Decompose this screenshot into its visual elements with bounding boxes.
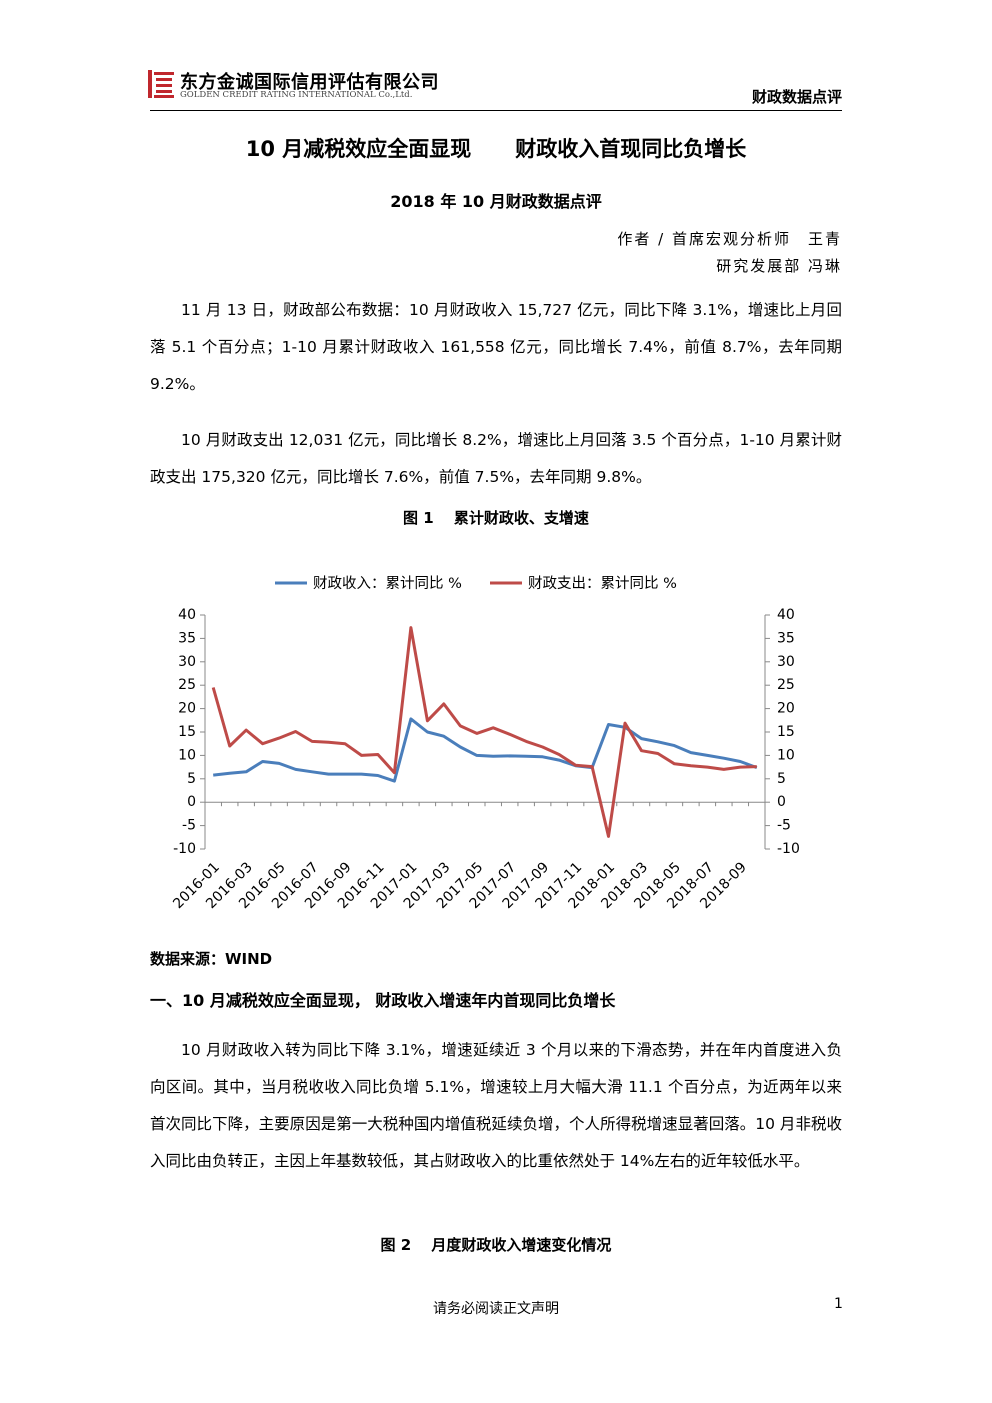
y2-tick-label: 40 bbox=[777, 607, 795, 623]
y-tick-label: 20 bbox=[178, 701, 196, 717]
footer-notice: 请务必阅读正文声明 bbox=[433, 1301, 559, 1317]
figure-caption: 图 1 累计财政收、支增速 bbox=[403, 509, 589, 527]
y2-tick-label: 30 bbox=[777, 654, 795, 670]
logo-cn: 东方金诚国际信用评估有限公司 bbox=[180, 72, 439, 93]
header-rule bbox=[150, 110, 842, 111]
y2-tick-label: 0 bbox=[777, 794, 786, 810]
y-tick-label: 10 bbox=[178, 747, 196, 763]
legend-label: 财政支出：累计同比 % bbox=[528, 575, 677, 592]
y-tick-label: 0 bbox=[187, 794, 196, 810]
author: 研究发展部 冯琳 bbox=[716, 257, 842, 275]
figure-caption: 图 2 月度财政收入增速变化情况 bbox=[380, 1236, 612, 1254]
chart: -10 -5 0 5 10 15 20 25 30 35 40 -10 -5 0 5 10 15 20 25 30 35… bbox=[170, 575, 800, 912]
logo-en: GOLDEN CREDIT RATING INTERNATIONAL Co.,L… bbox=[180, 90, 413, 100]
title: 10 月减税效应全面显现 财政收入首现同比负增长 bbox=[150, 133, 842, 163]
y2-tick-label: 20 bbox=[777, 701, 795, 717]
y2-tick-label: -10 bbox=[777, 841, 800, 857]
y-tick-label: 40 bbox=[178, 607, 196, 623]
y2-tick-label: -5 bbox=[777, 818, 791, 834]
y-tick-label: 30 bbox=[178, 654, 196, 670]
author: 作者 / 首席宏观分析师 王青 bbox=[617, 230, 842, 248]
y2-tick-label: 15 bbox=[777, 724, 795, 740]
y-tick-label: -5 bbox=[182, 818, 196, 834]
y2-tick-label: 10 bbox=[777, 747, 795, 763]
y2-tick-label: 5 bbox=[777, 771, 786, 787]
y-tick-label: 35 bbox=[178, 630, 196, 646]
logo-icon bbox=[148, 70, 174, 98]
header-section: 财政数据点评 bbox=[751, 88, 842, 106]
subtitle: 2018 年 10 月财政数据点评 bbox=[390, 192, 602, 211]
y-tick-label: 25 bbox=[178, 677, 196, 693]
series-line bbox=[213, 717, 758, 783]
y-tick-label: -10 bbox=[173, 841, 196, 857]
series-line bbox=[211, 626, 757, 838]
title-part: 财政收入首现同比负增长 bbox=[515, 137, 747, 161]
paragraph: 11 月 13 日，财政部公布数据：10 月财政收入 15,727 亿元，同比下… bbox=[150, 301, 842, 393]
y-tick-label: 5 bbox=[187, 771, 196, 787]
y-tick-label: 15 bbox=[178, 724, 196, 740]
page-number: 1 bbox=[834, 1296, 843, 1312]
section-heading: 一、10 月减税效应全面显现， 财政收入增速年内首现同比负增长 bbox=[150, 991, 616, 1010]
paragraph: 10 月财政收入转为同比下降 3.1%，增速延续近 3 个月以来的下滑态势，并在… bbox=[150, 1041, 842, 1170]
y2-tick-label: 35 bbox=[777, 630, 795, 646]
title-part: 10 月减税效应全面显现 bbox=[245, 137, 472, 161]
legend-label: 财政收入：累计同比 % bbox=[313, 575, 462, 592]
paragraph: 10 月财政支出 12,031 亿元，同比增长 8.2%，增速比上月回落 3.5… bbox=[150, 431, 842, 486]
y2-tick-label: 25 bbox=[777, 677, 795, 693]
source: 数据来源：WIND bbox=[150, 950, 273, 968]
